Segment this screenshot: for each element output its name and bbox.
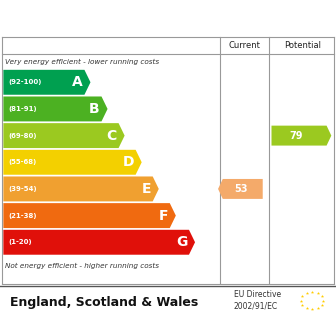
Text: Current: Current — [228, 41, 260, 50]
Text: Energy Efficiency Rating: Energy Efficiency Rating — [53, 9, 283, 27]
Text: (92-100): (92-100) — [8, 79, 42, 85]
Text: D: D — [122, 155, 134, 169]
Text: E: E — [141, 182, 151, 196]
Text: (81-91): (81-91) — [8, 106, 37, 112]
Text: A: A — [72, 75, 83, 89]
Text: 53: 53 — [234, 184, 248, 194]
Polygon shape — [3, 96, 108, 121]
Text: EU Directive: EU Directive — [234, 290, 281, 299]
Polygon shape — [271, 126, 331, 146]
Text: (39-54): (39-54) — [8, 186, 37, 192]
Text: (69-80): (69-80) — [8, 133, 37, 139]
Text: (55-68): (55-68) — [8, 159, 37, 165]
Polygon shape — [3, 230, 195, 255]
Text: (1-20): (1-20) — [8, 239, 32, 245]
Text: C: C — [107, 129, 117, 143]
Text: Not energy efficient - higher running costs: Not energy efficient - higher running co… — [5, 263, 159, 269]
Polygon shape — [218, 179, 263, 199]
Polygon shape — [3, 70, 90, 95]
Polygon shape — [3, 203, 176, 228]
Text: G: G — [176, 235, 187, 249]
Polygon shape — [3, 176, 159, 201]
Text: B: B — [89, 102, 100, 116]
Text: 79: 79 — [290, 131, 303, 140]
Polygon shape — [3, 123, 125, 148]
Polygon shape — [3, 150, 142, 175]
Text: F: F — [159, 209, 168, 223]
Text: Very energy efficient - lower running costs: Very energy efficient - lower running co… — [5, 59, 159, 66]
Text: (21-38): (21-38) — [8, 213, 37, 219]
Text: Potential: Potential — [284, 41, 321, 50]
Text: 2002/91/EC: 2002/91/EC — [234, 301, 278, 311]
Text: England, Scotland & Wales: England, Scotland & Wales — [10, 296, 198, 309]
